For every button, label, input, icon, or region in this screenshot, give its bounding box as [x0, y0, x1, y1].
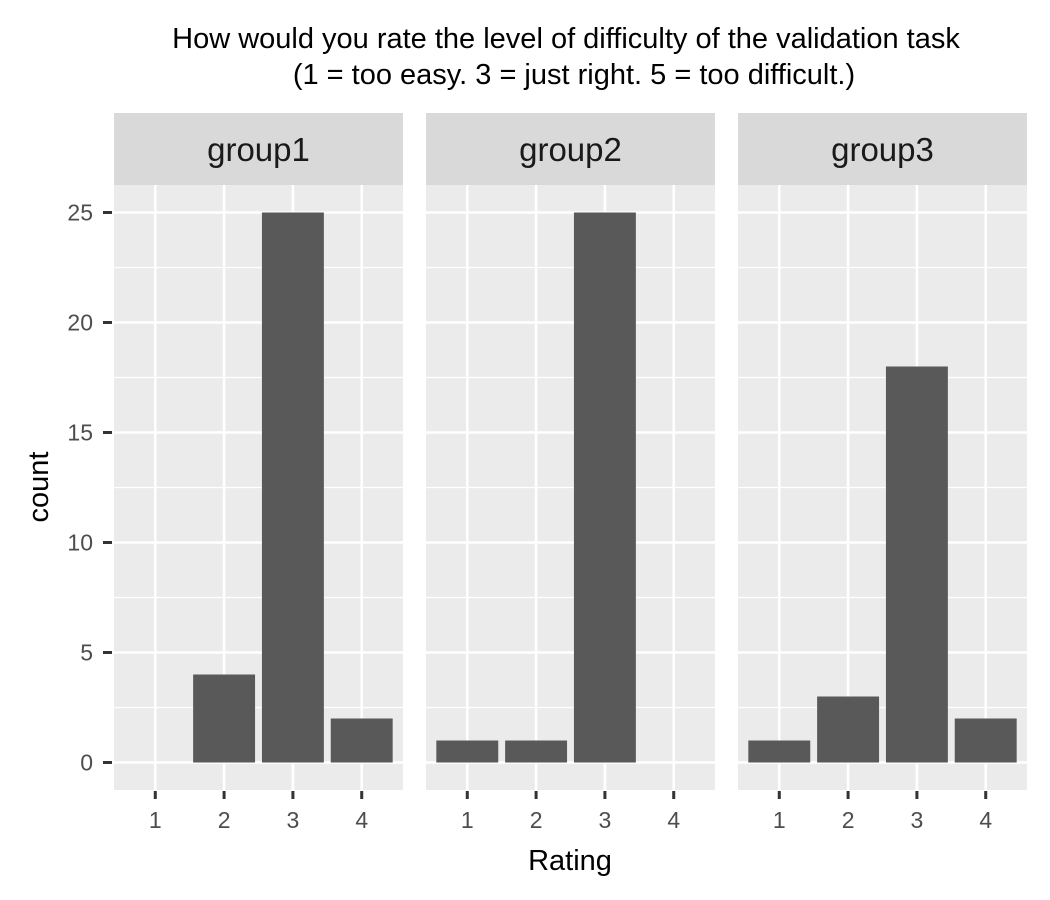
- x-tick-label: 4: [667, 807, 680, 833]
- bar-group2-rating-1: [436, 740, 499, 763]
- y-axis-title: count: [23, 452, 55, 523]
- x-axis-title: Rating: [528, 845, 612, 877]
- chart-title-line2: (1 = too easy. 3 = just right. 5 = too d…: [293, 59, 855, 91]
- facet-strip: [426, 113, 715, 185]
- bar-group3-rating-3: [885, 366, 948, 763]
- facet-panel-group2: group2 1 2 3 4: [426, 113, 715, 833]
- bar-group3-rating-1: [748, 740, 811, 763]
- bar-group1-rating-3: [261, 212, 324, 763]
- y-tick-label: 20: [67, 310, 93, 336]
- y-tick-label: 10: [67, 530, 93, 556]
- bar-group2-rating-3: [573, 212, 636, 763]
- facet-strip-label: group3: [831, 131, 934, 168]
- x-tick-label: 1: [773, 807, 786, 833]
- bar-group1-rating-2: [193, 674, 256, 763]
- facet-panel-group1: group1 1 2 3 4: [114, 113, 403, 833]
- x-tick-label: 3: [911, 807, 924, 833]
- bar-group3-rating-4: [954, 718, 1017, 763]
- x-tick-label: 2: [218, 807, 231, 833]
- y-tick-label: 0: [80, 750, 93, 776]
- x-tick-label: 2: [842, 807, 855, 833]
- bar-group1-rating-4: [330, 718, 393, 763]
- facet-strip-label: group2: [519, 131, 622, 168]
- x-tick-label: 4: [355, 807, 368, 833]
- x-tick-label: 1: [149, 807, 162, 833]
- x-tick-label: 3: [599, 807, 612, 833]
- y-tick-label: 15: [67, 420, 93, 446]
- facet-strip: [738, 113, 1027, 185]
- y-axis: 0 5 10 15 20 25: [67, 200, 112, 776]
- x-tick-label: 4: [979, 807, 992, 833]
- x-tick-label: 1: [461, 807, 474, 833]
- x-tick-label: 3: [287, 807, 300, 833]
- facet-panel-group3: group3 1 2 3 4: [738, 113, 1027, 833]
- y-tick-label: 5: [80, 640, 93, 666]
- facet-strip-label: group1: [207, 131, 310, 168]
- bar-group3-rating-2: [817, 696, 880, 763]
- y-tick-label: 25: [67, 200, 93, 226]
- chart-title-line1: How would you rate the level of difficul…: [172, 23, 960, 55]
- x-tick-label: 2: [530, 807, 543, 833]
- facet-panels: group1 1 2 3 4 group2 1 2 3 4 group3 1 2 3 4: [114, 113, 1027, 833]
- bar-group2-rating-2: [505, 740, 568, 763]
- facet-strip: [114, 113, 403, 185]
